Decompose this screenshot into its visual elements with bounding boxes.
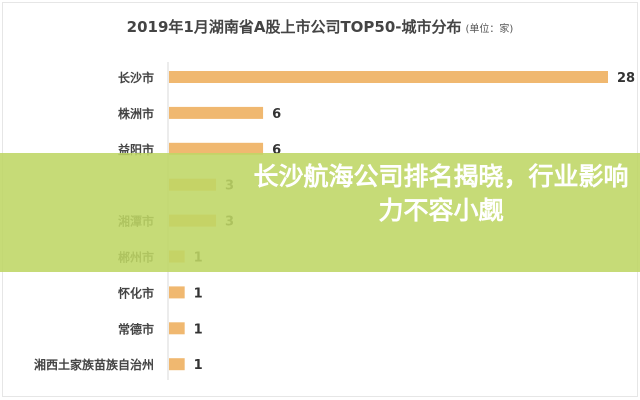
headline: 长沙航海公司排名揭晓，行业影响力不容小觑 — [253, 162, 629, 225]
headline-banner — [0, 153, 640, 272]
category-label: 怀化市 — [118, 285, 154, 300]
bar — [169, 358, 185, 371]
bar — [169, 71, 608, 83]
value-label: 28 — [617, 71, 635, 86]
bar — [169, 322, 185, 335]
bar — [169, 106, 264, 119]
value-label: 6 — [272, 107, 281, 122]
value-label: 1 — [194, 286, 203, 301]
value-label: 1 — [194, 322, 203, 337]
category-label: 湘西土家族苗族自治州 — [34, 357, 154, 372]
value-label: 6 — [272, 143, 281, 158]
bar — [169, 286, 185, 299]
category-label: 常德市 — [118, 321, 154, 336]
category-label: 株洲市 — [118, 106, 154, 121]
bar — [169, 142, 264, 155]
value-label: 1 — [194, 358, 203, 373]
category-label: 长沙市 — [118, 70, 154, 85]
chart-title: 2019年1月湖南省A股上市公司TOP50-城市分布 (单位：家) — [0, 16, 640, 37]
unit-note: (单位：家) — [465, 24, 514, 35]
chart-title-text: 2019年1月湖南省A股上市公司TOP50-城市分布 — [126, 18, 462, 36]
